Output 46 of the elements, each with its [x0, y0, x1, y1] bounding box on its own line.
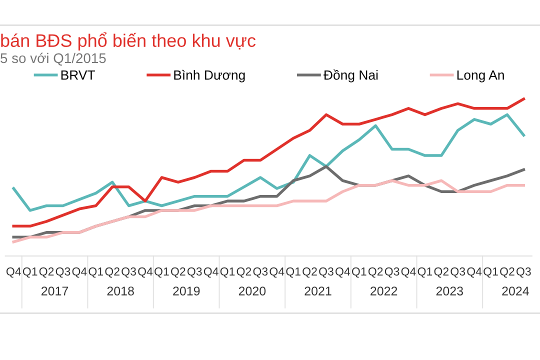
x-tick-label: Q2: [105, 267, 120, 278]
x-tick-label: Q2: [434, 267, 449, 278]
chart-title: bán BĐS phổ biến theo khu vực: [1, 32, 256, 51]
x-tick-label: Q2: [39, 267, 54, 278]
x-tick-label: Q1: [154, 267, 169, 278]
legend-label: Bình Dương: [174, 70, 245, 82]
text: 2021: [304, 286, 332, 296]
text: 2024: [502, 286, 529, 296]
x-tick-label: Q2: [500, 267, 514, 278]
legend-label: Đồng Nai: [324, 69, 378, 82]
x-tick-label: Q4: [6, 267, 21, 278]
chart-subtitle: 5 so với Q1/2015: [0, 52, 106, 66]
legend-label: Long An: [457, 70, 504, 82]
x-tick-label: Q4: [467, 267, 482, 278]
x-tick-label: Q1: [352, 267, 366, 278]
x-tick-label: Q3: [253, 267, 268, 278]
x-tick-label: Q3: [450, 267, 466, 278]
x-tick-label: Q2: [236, 267, 252, 278]
x-tick-label: Q1: [22, 267, 38, 278]
legend-label: BRVT: [61, 70, 95, 80]
x-tick-label: Q1: [484, 267, 498, 278]
x-tick-label: Q1: [286, 267, 300, 278]
x-tick-label: Q2: [302, 267, 317, 278]
x-tick-label: Q3: [384, 267, 400, 278]
text: 2019: [173, 286, 200, 296]
text: 2022: [370, 286, 398, 296]
x-tick-label: Q1: [418, 267, 432, 278]
x-tick-label: Q1: [88, 267, 104, 278]
x-tick-label: Q4: [270, 267, 284, 278]
x-tick-label: Q2: [171, 267, 186, 278]
x-tick-label: Q1: [220, 267, 235, 278]
x-tick-label: Q2: [368, 267, 383, 278]
x-tick-label: Q3: [319, 267, 334, 278]
x-tick-label: Q4: [336, 267, 350, 278]
x-tick-label: Q4: [138, 267, 153, 278]
text: 2017: [41, 286, 68, 296]
text: 2018: [107, 286, 134, 296]
x-tick-label: Q4: [72, 267, 87, 278]
x-tick-label: Q3: [122, 267, 136, 278]
x-tick-label: Q3: [56, 267, 70, 278]
x-tick-label: Q3: [516, 267, 531, 278]
x-tick-label: Q3: [187, 267, 202, 278]
x-tick-label: Q4: [401, 267, 416, 278]
text: 2023: [436, 286, 463, 296]
text: 2020: [238, 286, 266, 296]
x-tick-label: Q4: [204, 267, 218, 278]
